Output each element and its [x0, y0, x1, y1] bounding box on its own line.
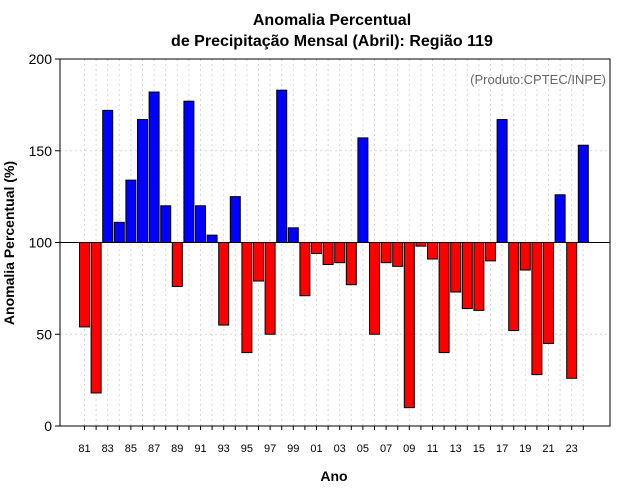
- bar-04: [345, 242, 357, 286]
- x-tick-label: 05: [357, 443, 369, 455]
- bar-18: [508, 242, 520, 332]
- bar-20: [531, 242, 543, 376]
- x-tick-label: 83: [102, 443, 114, 455]
- y-tick-label: 0: [44, 418, 52, 434]
- bar-93: [218, 242, 230, 326]
- x-tick-label: 97: [264, 443, 276, 455]
- x-axis-label: Ano: [320, 468, 347, 484]
- x-tick-label: 87: [148, 443, 160, 455]
- x-tick-label: 01: [310, 443, 322, 455]
- bar-21: [543, 242, 554, 344]
- x-tick-label: 23: [566, 443, 578, 455]
- bar-99: [287, 227, 299, 244]
- bar-00: [299, 242, 311, 297]
- bar-19: [519, 242, 531, 271]
- bar-84: [113, 221, 125, 244]
- bar-82: [90, 242, 102, 394]
- y-axis-label: Anomalia Percentual (%): [1, 161, 17, 325]
- x-tick-label: 15: [473, 443, 485, 455]
- bar-91: [195, 205, 206, 244]
- y-tick-label: 150: [29, 143, 53, 159]
- x-tick-label: 85: [125, 443, 137, 455]
- bar-98: [276, 89, 288, 243]
- chart-title-line-1: Anomalia Percentual: [253, 12, 411, 29]
- chart-title-line-2: de Precipitação Mensal (Abril): Região 1…: [171, 33, 493, 50]
- bar-09: [403, 242, 415, 409]
- x-tick-label: 89: [171, 443, 183, 455]
- bar-22: [554, 194, 566, 243]
- bar-05: [357, 137, 369, 243]
- bar-13: [450, 242, 462, 293]
- x-tick-label: 07: [380, 443, 392, 455]
- bar-88: [160, 205, 172, 244]
- bar-83: [102, 109, 114, 243]
- x-tick-label: 13: [450, 443, 462, 455]
- bars: [79, 89, 589, 409]
- bar-10: [415, 242, 427, 247]
- bar-86: [137, 119, 148, 243]
- bar-01: [311, 242, 322, 255]
- x-tick-label: 17: [496, 443, 508, 455]
- x-tick-label: 19: [519, 443, 531, 455]
- bar-23: [566, 242, 578, 379]
- x-tick-label: 93: [218, 443, 230, 455]
- x-tick-label: 91: [194, 443, 206, 455]
- bar-24: [577, 144, 589, 243]
- bar-97: [264, 242, 276, 335]
- x-axis: 81 83 85 87 89 91 93 95 97 99 01 03 05 07 09 11 13 15 17 19…: [78, 426, 584, 455]
- bar-85: [125, 179, 137, 243]
- y-tick-label: 100: [29, 235, 53, 251]
- bar-11: [427, 242, 438, 260]
- bar-12: [438, 242, 450, 354]
- x-tick-label: 03: [334, 443, 346, 455]
- x-tick-label: 11: [427, 443, 438, 455]
- bar-08: [392, 242, 404, 267]
- x-tick-label: 95: [241, 443, 253, 455]
- bar-03: [334, 242, 346, 264]
- bar-17: [496, 119, 508, 243]
- bar-96: [253, 242, 264, 282]
- bar-16: [485, 242, 496, 262]
- y-tick-label: 200: [29, 51, 53, 67]
- bar-02: [322, 242, 334, 266]
- bar-07: [380, 242, 392, 264]
- y-tick-label: 50: [36, 326, 52, 342]
- x-tick-label: 21: [542, 443, 554, 455]
- bar-87: [148, 91, 160, 243]
- x-tick-label: 99: [287, 443, 299, 455]
- bar-92: [206, 234, 218, 244]
- bar-95: [241, 242, 253, 354]
- x-tick-label: 81: [78, 443, 90, 455]
- bar-06: [369, 242, 380, 335]
- bar-14: [461, 242, 473, 310]
- bar-90: [183, 100, 195, 243]
- bar-15: [473, 242, 485, 311]
- bar-94: [229, 196, 241, 243]
- bar-81: [79, 242, 90, 328]
- x-tick-label: 09: [403, 443, 415, 455]
- credit-label: (Produto:CPTEC/INPE): [470, 72, 606, 87]
- y-axis: 0 50 100 150 200: [29, 51, 60, 434]
- bar-89: [171, 242, 183, 288]
